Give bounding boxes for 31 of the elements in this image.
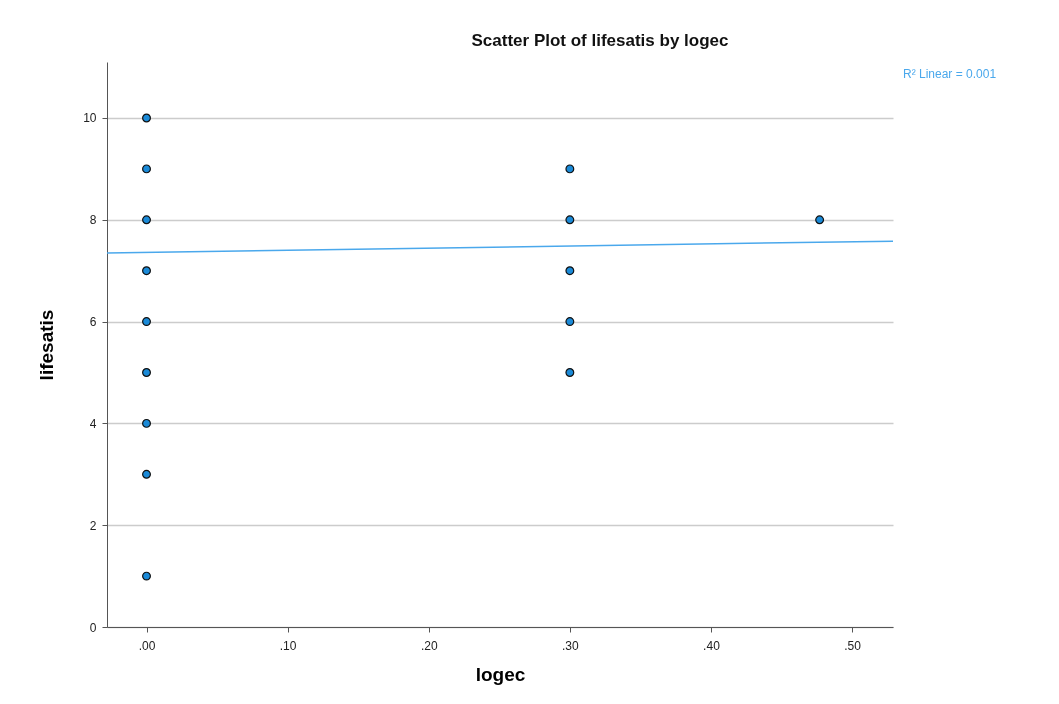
point: [142, 418, 151, 428]
point: [565, 368, 575, 377]
point: [565, 164, 575, 174]
point: [815, 215, 825, 225]
y-axis-title: lifesatis: [36, 309, 58, 381]
point: [142, 113, 151, 123]
point: [142, 164, 151, 174]
point: [142, 215, 151, 225]
x-tick-label: .20: [420, 638, 438, 653]
point: [142, 317, 151, 327]
y-tick-label: 10: [83, 111, 97, 126]
y-tick-label: 6: [89, 315, 97, 330]
point: [142, 469, 151, 479]
point: [142, 368, 151, 377]
y-tick-label: 8: [89, 213, 97, 228]
text: R² Linear = 0.001: [903, 67, 997, 81]
x-tick-label: .40: [703, 638, 721, 653]
point: [565, 266, 575, 276]
x-tick-label: .50: [844, 638, 862, 653]
y-tick-label: 4: [89, 416, 97, 431]
point: [142, 571, 151, 581]
point: [565, 215, 575, 225]
point: [142, 266, 151, 276]
y-tick-label: 0: [89, 620, 97, 635]
x-axis-title: logec: [475, 663, 526, 685]
x-tick-label: .30: [562, 638, 580, 653]
x-tick-label: .10: [279, 638, 297, 653]
x-tick-label: .00: [138, 638, 156, 653]
y-tick-label: 2: [89, 518, 97, 533]
point: [565, 317, 575, 327]
chart-title: Scatter Plot of lifesatis by logec: [471, 31, 729, 50]
